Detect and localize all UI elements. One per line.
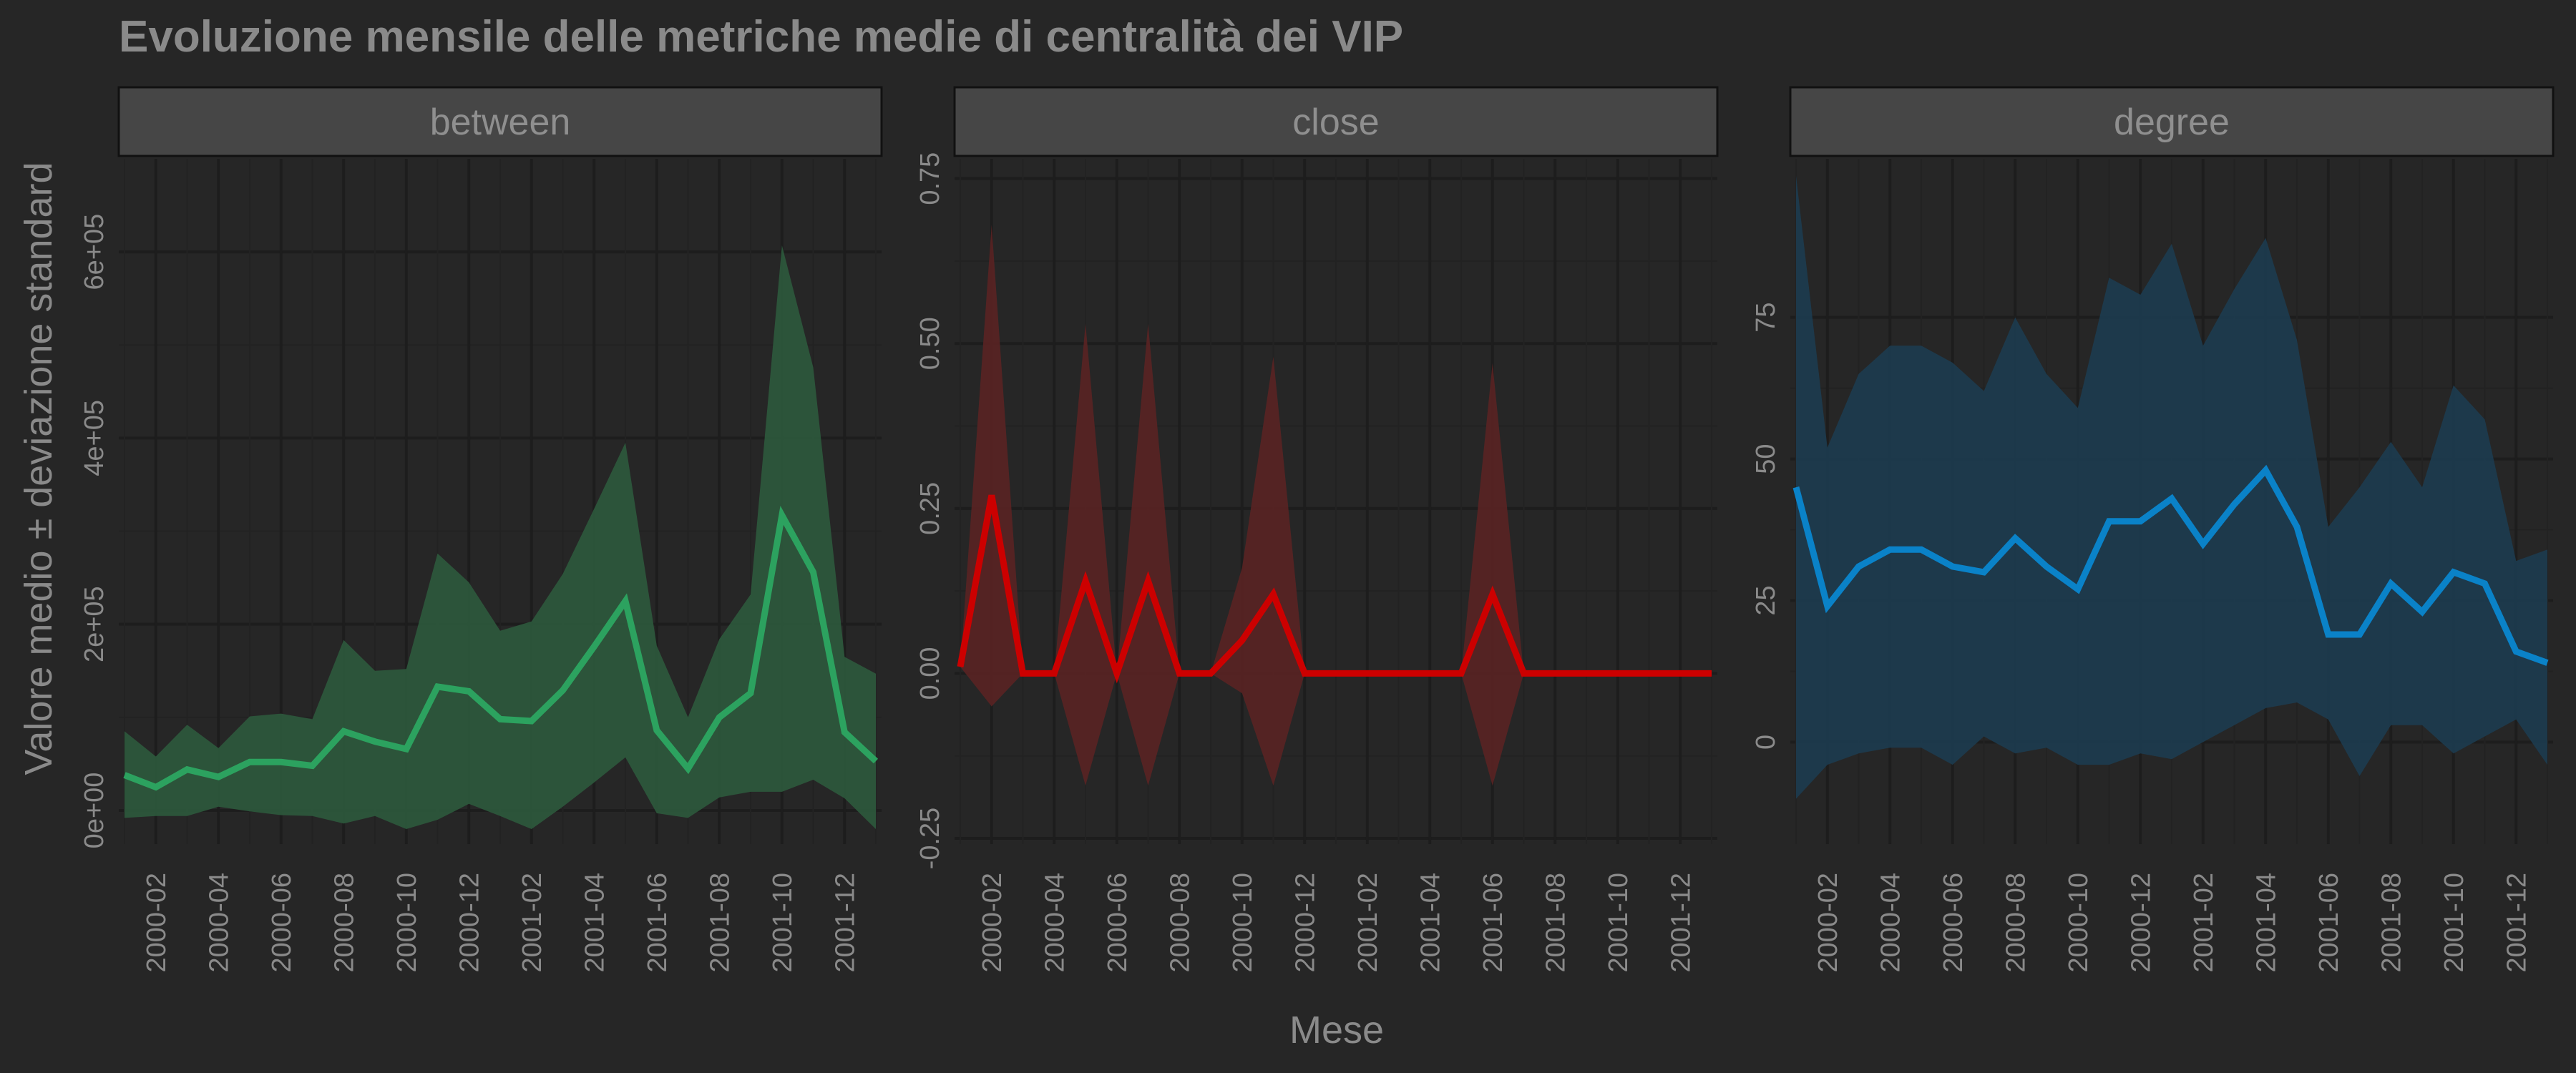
y-tick-label: 2e+05 [79,586,109,662]
x-tick-label: 2001-12 [830,873,860,972]
x-tick-label: 2001-06 [1478,873,1508,972]
facet-between: between 0e+00 2e+05 4e+05 6e+05 2000-02 2000-0… [79,86,883,972]
y-tick-label: 25 [1751,585,1781,615]
y-tick-label: -0.25 [915,808,945,870]
facet-label-degree: degree [2114,102,2230,143]
facet-degree: degree 0 25 50 75 2000-02 2000-04 2000-06 2000-0… [1751,86,2555,972]
facet-strip-degree [1789,86,2555,157]
mean-line-close [957,494,1712,684]
x-tick-label: 2000-10 [392,873,422,972]
x-tick-label: 2000-02 [977,873,1008,972]
x-tick-label: 2001-12 [2502,873,2532,972]
facet-close: close -0.25 0.00 0.25 0.50 0.75 2000-02 2000-04… [915,86,1719,972]
x-tick-label: 2000-02 [1813,873,1843,972]
y-axis-title: Valore medio ± deviazione standard [17,162,60,775]
x-tick-label: 2000-10 [2064,873,2094,972]
sd-ribbon-close [960,225,1712,786]
x-axis-title: Mese [1289,1009,1384,1052]
x-tick-label: 2000-10 [1228,873,1258,972]
x-tick-label: 2000-08 [2001,873,2031,972]
x-tick-label: 2001-04 [1415,873,1445,972]
x-tick-label: 2001-08 [2376,873,2406,972]
y-tick-label: 6e+05 [79,214,109,290]
x-tick-label: 2001-08 [705,873,735,972]
x-tick-label: 2000-06 [1938,873,1968,972]
x-tick-label: 2001-10 [1604,873,1634,972]
y-tick-label: 0.00 [915,647,945,700]
x-tick-label: 2001-06 [2314,873,2344,972]
y-tick-label: 0.75 [915,152,945,205]
x-tick-label: 2001-04 [580,873,610,972]
y-tick-label: 4e+05 [79,400,109,476]
x-tick-label: 2001-10 [2439,873,2469,972]
x-tick-label: 2001-02 [1353,873,1383,972]
y-tick-label: 0.25 [915,482,945,535]
x-tick-label: 2001-02 [517,873,547,972]
mean-line-degree [1792,464,2549,666]
y-tick-label: 50 [1751,444,1781,474]
x-tick-label: 2001-08 [1541,873,1571,972]
facet-strip-between [117,86,883,157]
x-tick-label: 2001-12 [1666,873,1696,972]
y-tick-label: 0 [1751,735,1781,750]
x-tick-label: 2000-08 [1165,873,1195,972]
x-tick-label: 2001-10 [768,873,798,972]
x-tick-label: 2000-04 [204,873,234,972]
x-tick-label: 2000-12 [454,873,484,972]
facet-panels: between 0e+00 2e+05 4e+05 6e+05 2000-02 2000-0… [79,86,2555,972]
facet-label-between: between [430,102,571,143]
facet-strip-close [953,86,1719,157]
x-tick-label: 2000-06 [1103,873,1133,972]
facet-label-close: close [1292,102,1379,143]
x-tick-label: 2001-06 [643,873,673,972]
x-tick-label: 2000-02 [142,873,172,972]
y-tick-label: 0.50 [915,317,945,370]
y-tick-label: 75 [1751,303,1781,333]
x-tick-label: 2001-02 [2189,873,2219,972]
chart-title: Evoluzione mensile delle metriche medie … [119,12,1403,62]
x-tick-label: 2000-04 [1875,873,1906,972]
y-tick-label: 0e+00 [79,773,109,849]
x-tick-label: 2000-08 [329,873,359,972]
x-tick-label: 2001-04 [2251,873,2281,972]
x-tick-label: 2000-12 [2126,873,2156,972]
x-tick-label: 2000-04 [1040,873,1070,972]
x-tick-label: 2000-06 [267,873,297,972]
x-tick-label: 2000-12 [1290,873,1320,972]
sd-ribbon-degree [1796,175,2547,799]
mean-line-between [123,506,879,791]
